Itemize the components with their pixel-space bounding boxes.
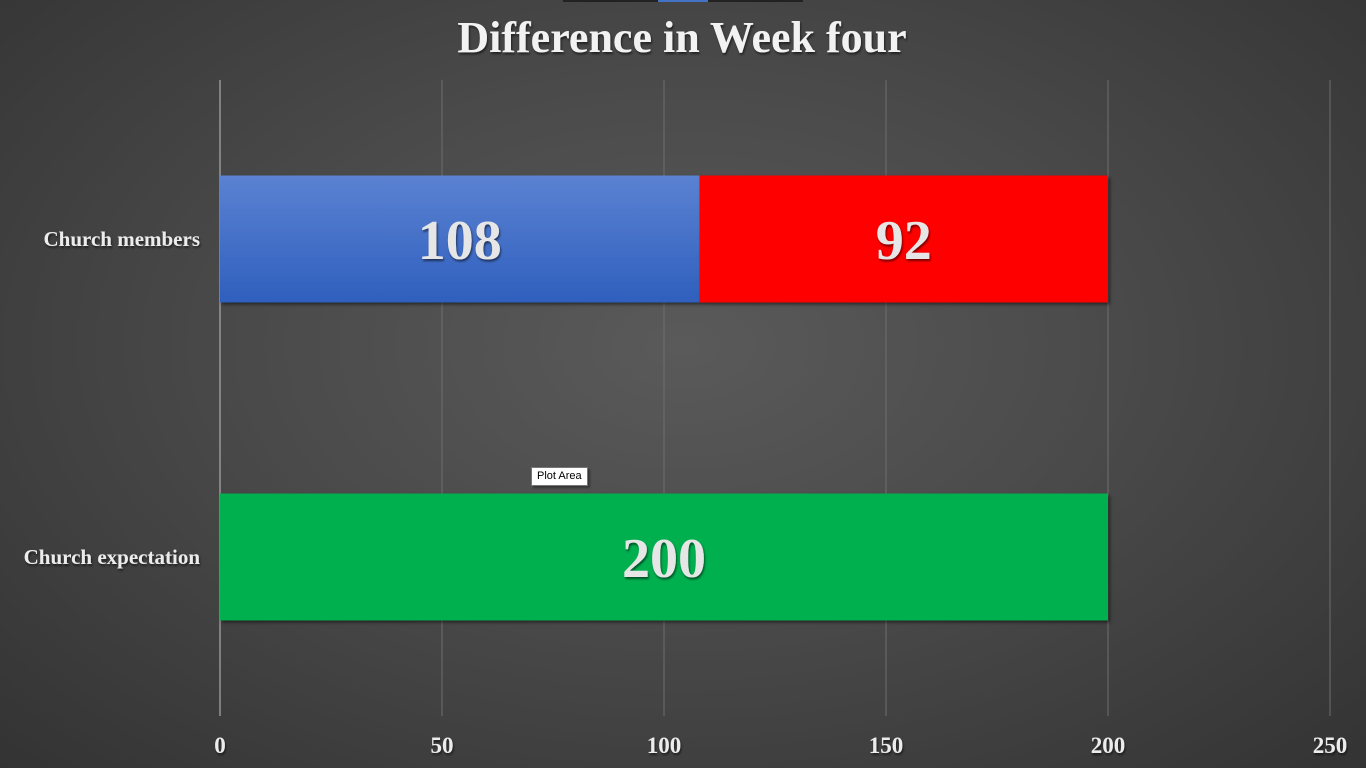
gridlines	[441, 80, 1331, 716]
bar[interactable]	[699, 175, 1108, 303]
plot-area-tooltip: Plot Area	[531, 467, 588, 486]
x-tick-label: 250	[1313, 733, 1348, 758]
window-top-strip-accent	[658, 0, 708, 2]
x-tick-label: 150	[869, 733, 904, 758]
bar[interactable]	[220, 493, 1108, 621]
data-label: 92	[876, 210, 932, 272]
x-axis-tick-labels: 0 50 100 150 200 250	[214, 733, 1347, 758]
x-tick-label: 50	[431, 733, 454, 758]
x-tick-label: 100	[647, 733, 682, 758]
data-labels: 108 92 200	[418, 210, 932, 590]
x-tick-label: 200	[1091, 733, 1126, 758]
x-tick-label: 0	[214, 733, 226, 758]
data-label: 200	[622, 528, 706, 590]
plot-area[interactable]	[220, 175, 1108, 621]
chart-title: Difference in Week four	[457, 13, 906, 62]
category-label: Church expectation	[24, 545, 201, 569]
category-label: Church members	[43, 227, 200, 251]
category-labels: Church members Church expectation	[24, 227, 201, 569]
bar[interactable]	[220, 175, 700, 303]
data-label: 108	[418, 210, 502, 272]
